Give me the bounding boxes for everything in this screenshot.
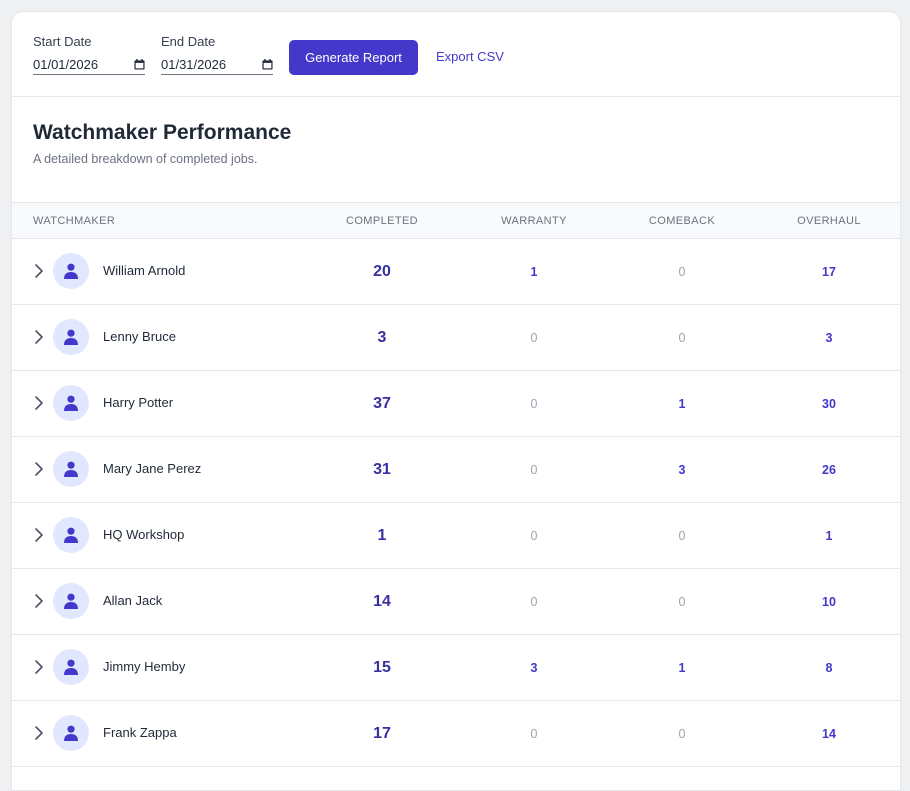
end-date-label: End Date <box>161 34 216 49</box>
overhaul-count: 26 <box>822 463 836 477</box>
watchmaker-name: Harry Potter <box>103 395 174 410</box>
table-row[interactable]: Lenny Bruce 3 0 0 3 <box>12 305 900 371</box>
table-header: WATCHMAKER COMPLETED WARRANTY COMEBACK O… <box>12 202 900 239</box>
overhaul-count: 3 <box>825 331 833 345</box>
filter-toolbar: Start Date 01/01/2026 End Date 01/31/202… <box>12 12 900 97</box>
page-title: Watchmaker Performance <box>33 121 292 144</box>
completed-count: 3 <box>377 329 387 346</box>
chevron-right-icon[interactable] <box>33 395 45 411</box>
watchmaker-name: Lenny Bruce <box>103 329 176 344</box>
table-row[interactable]: Mary Jane Perez 31 0 3 26 <box>12 437 900 503</box>
comeback-count: 0 <box>678 529 686 543</box>
warranty-count: 1 <box>530 265 538 279</box>
avatar <box>53 319 89 355</box>
overhaul-count: 17 <box>822 265 836 279</box>
chevron-right-icon[interactable] <box>33 461 45 477</box>
completed-count: 17 <box>373 725 391 742</box>
user-icon <box>64 329 78 345</box>
comeback-count: 0 <box>678 265 686 279</box>
completed-count: 37 <box>373 395 391 412</box>
overhaul-count: 10 <box>822 595 836 609</box>
avatar <box>53 451 89 487</box>
warranty-count: 0 <box>530 397 538 411</box>
report-heading: Watchmaker Performance A detailed breakd… <box>12 97 900 202</box>
table-row[interactable]: Frank Zappa 17 0 0 14 <box>12 701 900 767</box>
watchmaker-name: HQ Workshop <box>103 527 185 542</box>
overhaul-count: 1 <box>825 529 833 543</box>
chevron-right-icon[interactable] <box>33 659 45 675</box>
comeback-count: 3 <box>678 463 686 477</box>
table-row[interactable]: Allan Jack 14 0 0 10 <box>12 569 900 635</box>
completed-count: 20 <box>373 263 391 280</box>
comeback-count: 1 <box>678 397 686 411</box>
avatar <box>53 715 89 751</box>
start-date-field: Start Date <box>33 34 92 50</box>
warranty-count: 0 <box>530 727 538 741</box>
page-subtitle: A detailed breakdown of completed jobs. <box>33 152 258 166</box>
avatar <box>53 649 89 685</box>
watchmaker-name: Jimmy Hemby <box>103 659 186 674</box>
warranty-count: 0 <box>530 529 538 543</box>
comeback-count: 0 <box>678 331 686 345</box>
chevron-right-icon[interactable] <box>33 263 45 279</box>
warranty-count: 0 <box>530 463 538 477</box>
table-row[interactable]: HQ Workshop 1 0 0 1 <box>12 503 900 569</box>
avatar <box>53 385 89 421</box>
overhaul-count: 14 <box>822 727 836 741</box>
completed-count: 31 <box>373 461 391 478</box>
completed-count: 14 <box>373 593 391 610</box>
calendar-icon[interactable] <box>134 59 145 70</box>
user-icon <box>64 395 78 411</box>
start-date-label: Start Date <box>33 34 92 49</box>
user-icon <box>64 527 78 543</box>
table-body: William Arnold 20 1 0 17 Lenny Bruce 3 0… <box>12 239 900 767</box>
comeback-count: 0 <box>678 595 686 609</box>
table-row[interactable]: Jimmy Hemby 15 3 1 8 <box>12 635 900 701</box>
chevron-right-icon[interactable] <box>33 329 45 345</box>
column-header-watchmaker: WATCHMAKER <box>33 215 116 227</box>
column-header-warranty: WARRANTY <box>501 215 567 227</box>
user-icon <box>64 593 78 609</box>
watchmaker-name: William Arnold <box>103 263 186 278</box>
overhaul-count: 30 <box>822 397 836 411</box>
chevron-right-icon[interactable] <box>33 593 45 609</box>
chevron-right-icon[interactable] <box>33 725 45 741</box>
comeback-count: 1 <box>678 661 686 675</box>
start-date-value: 01/01/2026 <box>33 57 99 72</box>
report-card: Start Date 01/01/2026 End Date 01/31/202… <box>11 11 901 791</box>
avatar <box>53 583 89 619</box>
end-date-input[interactable]: 01/31/2026 <box>161 55 273 75</box>
warranty-count: 3 <box>530 661 538 675</box>
column-header-comeback: COMEBACK <box>648 215 716 227</box>
warranty-count: 0 <box>530 595 538 609</box>
table-row[interactable]: William Arnold 20 1 0 17 <box>12 239 900 305</box>
generate-report-button[interactable]: Generate Report <box>289 40 418 75</box>
avatar <box>53 253 89 289</box>
completed-count: 1 <box>377 527 387 544</box>
warranty-count: 0 <box>530 331 538 345</box>
export-csv-link[interactable]: Export CSV <box>436 49 504 64</box>
user-icon <box>64 725 78 741</box>
column-header-overhaul: OVERHAUL <box>797 215 861 227</box>
user-icon <box>64 461 78 477</box>
watchmaker-name: Allan Jack <box>103 593 163 608</box>
calendar-icon[interactable] <box>262 59 273 70</box>
table-row[interactable]: Harry Potter 37 0 1 30 <box>12 371 900 437</box>
watchmaker-name: Mary Jane Perez <box>103 461 202 476</box>
end-date-field: End Date <box>161 34 215 50</box>
watchmaker-name: Frank Zappa <box>103 725 177 740</box>
start-date-input[interactable]: 01/01/2026 <box>33 55 145 75</box>
column-header-completed: COMPLETED <box>345 215 419 227</box>
avatar <box>53 517 89 553</box>
user-icon <box>64 659 78 675</box>
user-icon <box>64 263 78 279</box>
chevron-right-icon[interactable] <box>33 527 45 543</box>
completed-count: 15 <box>373 659 391 676</box>
end-date-value: 01/31/2026 <box>161 57 227 72</box>
overhaul-count: 8 <box>825 661 833 675</box>
comeback-count: 0 <box>678 727 686 741</box>
